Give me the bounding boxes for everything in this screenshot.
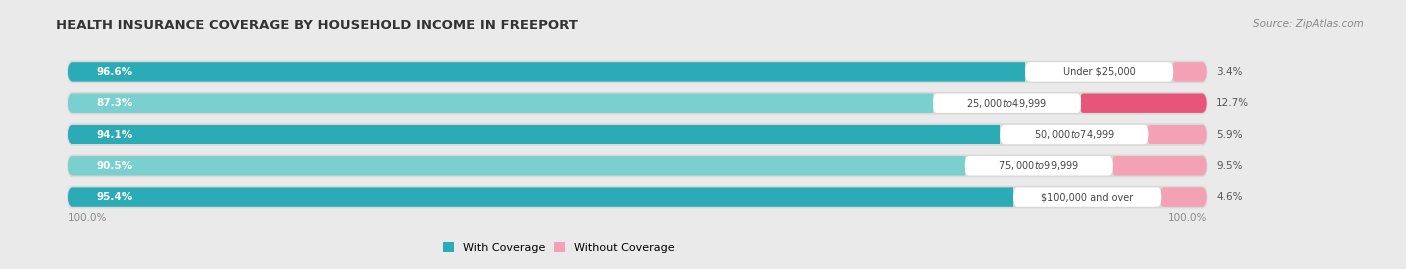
FancyBboxPatch shape [67,62,1031,82]
Text: $25,000 to $49,999: $25,000 to $49,999 [966,97,1047,110]
FancyBboxPatch shape [67,154,1208,177]
FancyBboxPatch shape [67,61,1208,83]
FancyBboxPatch shape [67,94,938,113]
Text: Under $25,000: Under $25,000 [1063,67,1136,77]
Text: HEALTH INSURANCE COVERAGE BY HOUSEHOLD INCOME IN FREEPORT: HEALTH INSURANCE COVERAGE BY HOUSEHOLD I… [56,19,578,32]
FancyBboxPatch shape [934,94,1081,113]
Text: 3.4%: 3.4% [1216,67,1243,77]
FancyBboxPatch shape [1171,62,1206,82]
FancyBboxPatch shape [965,156,1112,175]
Text: 90.5%: 90.5% [96,161,132,171]
FancyBboxPatch shape [67,125,1005,144]
Text: Source: ZipAtlas.com: Source: ZipAtlas.com [1253,19,1364,29]
FancyBboxPatch shape [1001,125,1149,144]
FancyBboxPatch shape [1078,94,1206,113]
Text: $100,000 and over: $100,000 and over [1042,192,1133,202]
FancyBboxPatch shape [1025,62,1173,82]
Text: $50,000 to $74,999: $50,000 to $74,999 [1033,128,1115,141]
FancyBboxPatch shape [1159,187,1206,207]
Text: 9.5%: 9.5% [1216,161,1243,171]
Text: 12.7%: 12.7% [1216,98,1249,108]
FancyBboxPatch shape [67,187,1018,207]
FancyBboxPatch shape [1146,125,1206,144]
Text: 100.0%: 100.0% [67,213,107,223]
FancyBboxPatch shape [1111,156,1206,175]
FancyBboxPatch shape [67,156,970,175]
Text: 95.4%: 95.4% [96,192,132,202]
Text: 100.0%: 100.0% [1167,213,1206,223]
Text: 4.6%: 4.6% [1216,192,1243,202]
FancyBboxPatch shape [67,123,1208,146]
Text: 94.1%: 94.1% [96,129,132,140]
Text: 96.6%: 96.6% [96,67,132,77]
Text: 87.3%: 87.3% [96,98,132,108]
FancyBboxPatch shape [67,92,1208,115]
FancyBboxPatch shape [1014,187,1161,207]
Legend: With Coverage, Without Coverage: With Coverage, Without Coverage [443,242,675,253]
FancyBboxPatch shape [67,186,1208,208]
Text: 5.9%: 5.9% [1216,129,1243,140]
Text: $75,000 to $99,999: $75,000 to $99,999 [998,159,1080,172]
